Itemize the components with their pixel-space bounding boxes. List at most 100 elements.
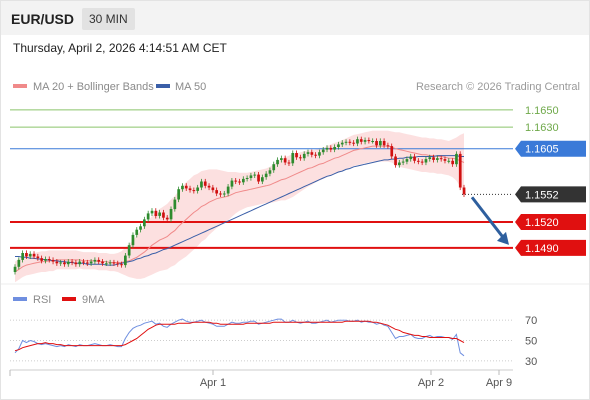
candle-body [200,181,203,188]
candle-body [325,147,329,150]
candle-body [207,185,211,188]
candle-body [321,149,325,153]
candle-body [455,153,458,165]
candle-body [162,212,165,218]
timeframe-tab[interactable]: 30 MIN [82,8,135,30]
level-tag-1.1605 [515,140,586,157]
candle-body [390,146,394,157]
candle-body [211,187,215,191]
candle-body [333,147,336,150]
level-label-1.1650: 1.1650 [525,105,559,117]
x-tick-label-Apr-2: Apr 2 [418,377,444,389]
rsi-ma-legend-swatch [62,297,76,301]
candle-body [314,154,317,156]
candle-body [184,185,188,189]
candle-body [165,217,169,220]
candle-body [40,258,43,261]
candle-body [428,157,432,159]
candle-body [356,139,359,144]
candle-body [439,158,443,160]
candle-body [348,141,352,143]
candle-body [25,253,28,257]
candle-body [44,259,47,261]
ma20-legend-swatch [13,84,27,88]
rsi-tick-50: 50 [525,336,537,348]
candle-body [70,261,74,263]
candle-body [219,193,222,195]
candle-body [139,226,142,230]
candle-body [436,158,439,160]
candle-body [253,174,257,176]
candle-body [398,162,401,166]
candle-body [74,262,78,265]
candle-body [21,253,24,260]
candle-body [105,263,108,265]
candle-body [291,153,295,164]
rsi-tick-30: 30 [525,356,537,368]
candle-body [55,261,59,264]
candle-body [249,175,253,178]
candle-body [382,141,386,146]
level-label-1.1630: 1.1630 [525,122,559,134]
candle-body [401,161,405,163]
level-label-1.1490: 1.1490 [525,243,559,255]
header-bar: EUR/USD 30 MIN [1,1,589,35]
candle-body [413,156,416,161]
candle-body [86,262,89,264]
candle-body [154,210,158,216]
candle-body [238,181,241,183]
candle-body [93,259,97,262]
candle-body [371,141,374,142]
candle-body [63,262,66,265]
candle-body [36,256,40,259]
level-tag-1.1490 [515,239,586,256]
candle-body [173,199,177,210]
candle-body [192,190,196,192]
candle-body [127,245,131,256]
candle-body [169,209,173,220]
candle-body [245,178,249,179]
candle-body [405,159,409,162]
ma50-legend-label: MA 50 [175,81,206,93]
candle-body [318,152,321,156]
level-label-1.1605: 1.1605 [525,144,559,156]
candle-body [32,253,36,257]
bollinger-band [15,130,464,283]
candle-body [177,189,180,200]
symbol-title: EUR/USD [11,11,75,27]
candle-body [13,266,17,272]
forecast-arrow-head [497,231,509,245]
level-label-1.1520: 1.1520 [525,217,559,229]
candle-body [363,140,367,142]
candle-body [150,210,154,214]
candle-body [379,141,382,146]
candle-body [82,261,85,263]
candle-body [203,181,207,186]
candle-body [261,177,264,182]
candle-body [215,190,218,194]
candle-body [276,159,279,165]
level-tag-1.1552 [515,186,586,203]
candle-body [66,261,70,265]
candle-body [283,158,287,163]
candle-body [340,142,344,145]
candle-body [124,255,127,266]
candle-body [409,156,413,160]
rsi-legend-swatch [13,297,27,301]
candle-body [196,187,199,191]
x-tick-label-Apr-9: Apr 9 [486,377,512,389]
candle-body [226,186,230,194]
ma50-legend-swatch [156,84,170,88]
candle-body [462,187,466,195]
candle-body [367,140,371,142]
ma50-line [15,155,464,266]
candle-body [432,157,435,160]
candle-body [135,229,139,235]
candle-body [394,156,397,166]
rsi-tick-70: 70 [525,315,537,327]
candle-body [264,173,268,178]
level-tag-1.1520 [515,213,586,230]
candle-body [280,158,283,160]
